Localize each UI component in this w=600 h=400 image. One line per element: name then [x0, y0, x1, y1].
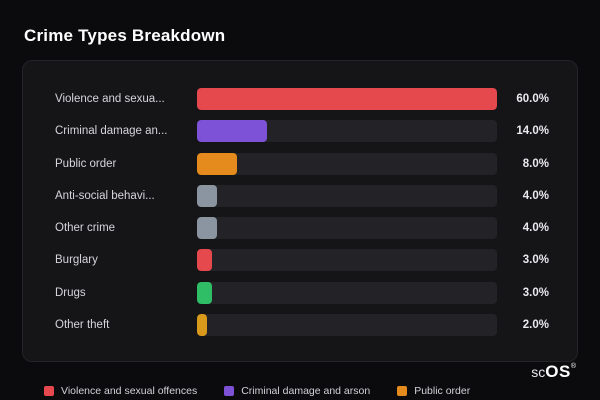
category-label: Public order: [55, 157, 117, 170]
bar-row: Criminal damage an... 14.0%: [55, 119, 549, 143]
legend-item[interactable]: Public order: [397, 385, 470, 397]
bar-row: Public order 8.0%: [55, 152, 549, 176]
bar-fill[interactable]: [197, 152, 237, 175]
bar-track: [197, 120, 497, 143]
registered-mark: ®: [570, 363, 576, 370]
category-label: Violence and sexua...: [55, 93, 165, 105]
legend-item[interactable]: Violence and sexual offences: [44, 385, 197, 397]
bar-chart-card: Violence and sexua... 60.0% Criminal damag…: [22, 60, 578, 362]
watermark-prefix: sc: [531, 364, 546, 380]
legend-label: Violence and sexual offences: [61, 385, 198, 397]
bar-fill[interactable]: [197, 88, 497, 110]
brand-watermark: sc OS ®: [531, 362, 576, 382]
category-label: Drugs: [55, 286, 86, 299]
category-label: Burglary: [55, 254, 98, 267]
category-label: Other crime: [55, 222, 116, 235]
category-label: Criminal damage an...: [55, 125, 168, 138]
bar-row: Violence and sexua... 60.0%: [55, 87, 549, 111]
bar-row: Anti-social behavi... 4.0%: [55, 184, 549, 208]
legend-label: Criminal damage and arson: [241, 385, 371, 397]
bar-track: [197, 249, 497, 272]
bar-fill[interactable]: [197, 184, 217, 207]
legend-label: Public order: [414, 385, 471, 397]
value-label: 3.0%: [522, 286, 549, 299]
value-label: 4.0%: [522, 222, 549, 235]
value-label: 2.0%: [522, 318, 549, 331]
bar-fill[interactable]: [197, 281, 212, 304]
value-label: 3.0%: [522, 254, 549, 267]
watermark-brand: OS: [545, 362, 571, 381]
bar-track: [197, 217, 497, 240]
legend-swatch: [224, 386, 235, 396]
legend-item[interactable]: Criminal damage and arson: [224, 385, 370, 397]
bar-fill[interactable]: [197, 313, 207, 336]
category-label: Other theft: [55, 318, 110, 331]
bar-fill[interactable]: [197, 120, 267, 143]
value-label: 60.0%: [516, 93, 549, 105]
bar-fill[interactable]: [197, 249, 212, 272]
value-label: 8.0%: [522, 157, 549, 170]
bar-track: [197, 88, 497, 110]
bar-row: Drugs 3.0%: [55, 281, 549, 305]
chart-legend: Violence and sexual offences Criminal dam…: [44, 385, 470, 397]
bar-track: [197, 152, 497, 175]
value-label: 14.0%: [516, 125, 549, 138]
value-label: 4.0%: [522, 189, 549, 202]
legend-swatch: [44, 386, 54, 396]
bar-track: [197, 184, 497, 207]
page-title: Crime Types Breakdown: [24, 26, 226, 45]
legend-swatch: [397, 386, 408, 396]
bar-row: Other theft 2.0%: [55, 313, 549, 337]
bar-track: [197, 281, 497, 304]
bar-row: Other crime 4.0%: [55, 216, 549, 240]
bar-row: Burglary 3.0%: [55, 248, 549, 272]
bar-fill[interactable]: [197, 217, 217, 240]
category-label: Anti-social behavi...: [55, 189, 155, 202]
bar-track: [197, 313, 497, 336]
